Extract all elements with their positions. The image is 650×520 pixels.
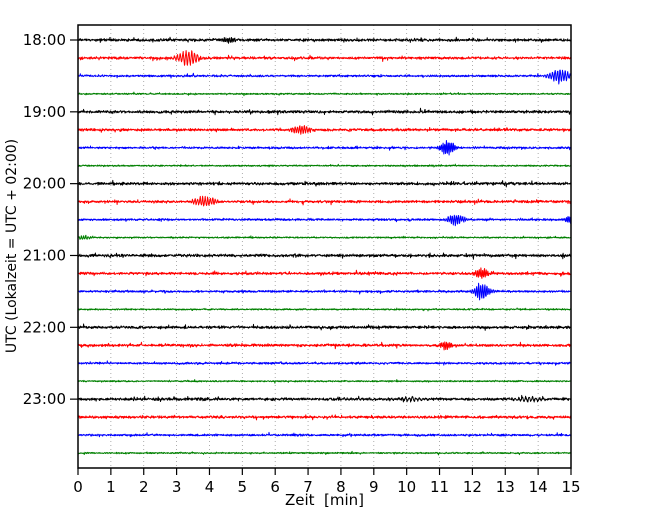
trace-19:30 <box>77 140 572 156</box>
trace-21:15 <box>77 267 572 279</box>
trace-20:00 <box>77 179 572 188</box>
x-tick-label: 9 <box>369 478 379 496</box>
x-tick-label: 5 <box>238 478 248 496</box>
plot-border <box>77 24 572 469</box>
trace-23:45 <box>77 450 572 456</box>
x-tick-label: 1 <box>106 478 116 496</box>
trace-19:15 <box>77 125 572 135</box>
y-axis-label: UTC (Lokalzeit = UTC + 02:00) <box>4 138 20 354</box>
trace-18:00 <box>77 36 572 44</box>
x-tick-label: 10 <box>397 478 416 496</box>
trace-20:30 <box>77 214 572 227</box>
y-tick-label: 21:00 <box>23 246 66 264</box>
y-tick-label: 23:00 <box>23 390 66 408</box>
trace-21:00 <box>77 252 572 260</box>
y-tick-label: 18:00 <box>23 31 66 49</box>
trace-21:30 <box>77 282 572 301</box>
trace-23:00 <box>77 394 572 403</box>
trace-22:45 <box>77 379 572 384</box>
y-tick-label: 19:00 <box>23 103 66 121</box>
x-tick-label: 2 <box>139 478 149 496</box>
x-tick-label: 12 <box>463 478 482 496</box>
x-tick-label: 7 <box>303 478 313 496</box>
trace-18:45 <box>77 91 572 97</box>
x-tick-label: 6 <box>270 478 280 496</box>
x-tick-label: 11 <box>430 478 449 496</box>
trace-22:00 <box>77 323 572 331</box>
trace-22:30 <box>77 360 572 366</box>
trace-18:30 <box>77 69 572 85</box>
x-axis-label: Zeit [min] <box>284 491 365 509</box>
trace-19:45 <box>77 163 572 168</box>
trace-21:45 <box>77 307 572 312</box>
x-tick-label: 14 <box>529 478 548 496</box>
x-tick-label: 13 <box>496 478 515 496</box>
trace-18:15 <box>77 50 572 66</box>
x-tick-label: 4 <box>205 478 215 496</box>
trace-19:00 <box>77 107 572 116</box>
x-tick-label: 0 <box>73 478 83 496</box>
x-tick-label: 3 <box>172 478 182 496</box>
trace-20:15 <box>77 195 572 207</box>
y-tick-label: 20:00 <box>23 175 66 193</box>
trace-23:15 <box>77 414 572 421</box>
trace-23:30 <box>77 431 572 438</box>
trace-22:15 <box>77 341 572 351</box>
trace-20:45 <box>77 234 572 240</box>
x-tick-label: 8 <box>336 478 346 496</box>
y-tick-label: 22:00 <box>23 318 66 336</box>
x-tick-label: 15 <box>561 478 580 496</box>
